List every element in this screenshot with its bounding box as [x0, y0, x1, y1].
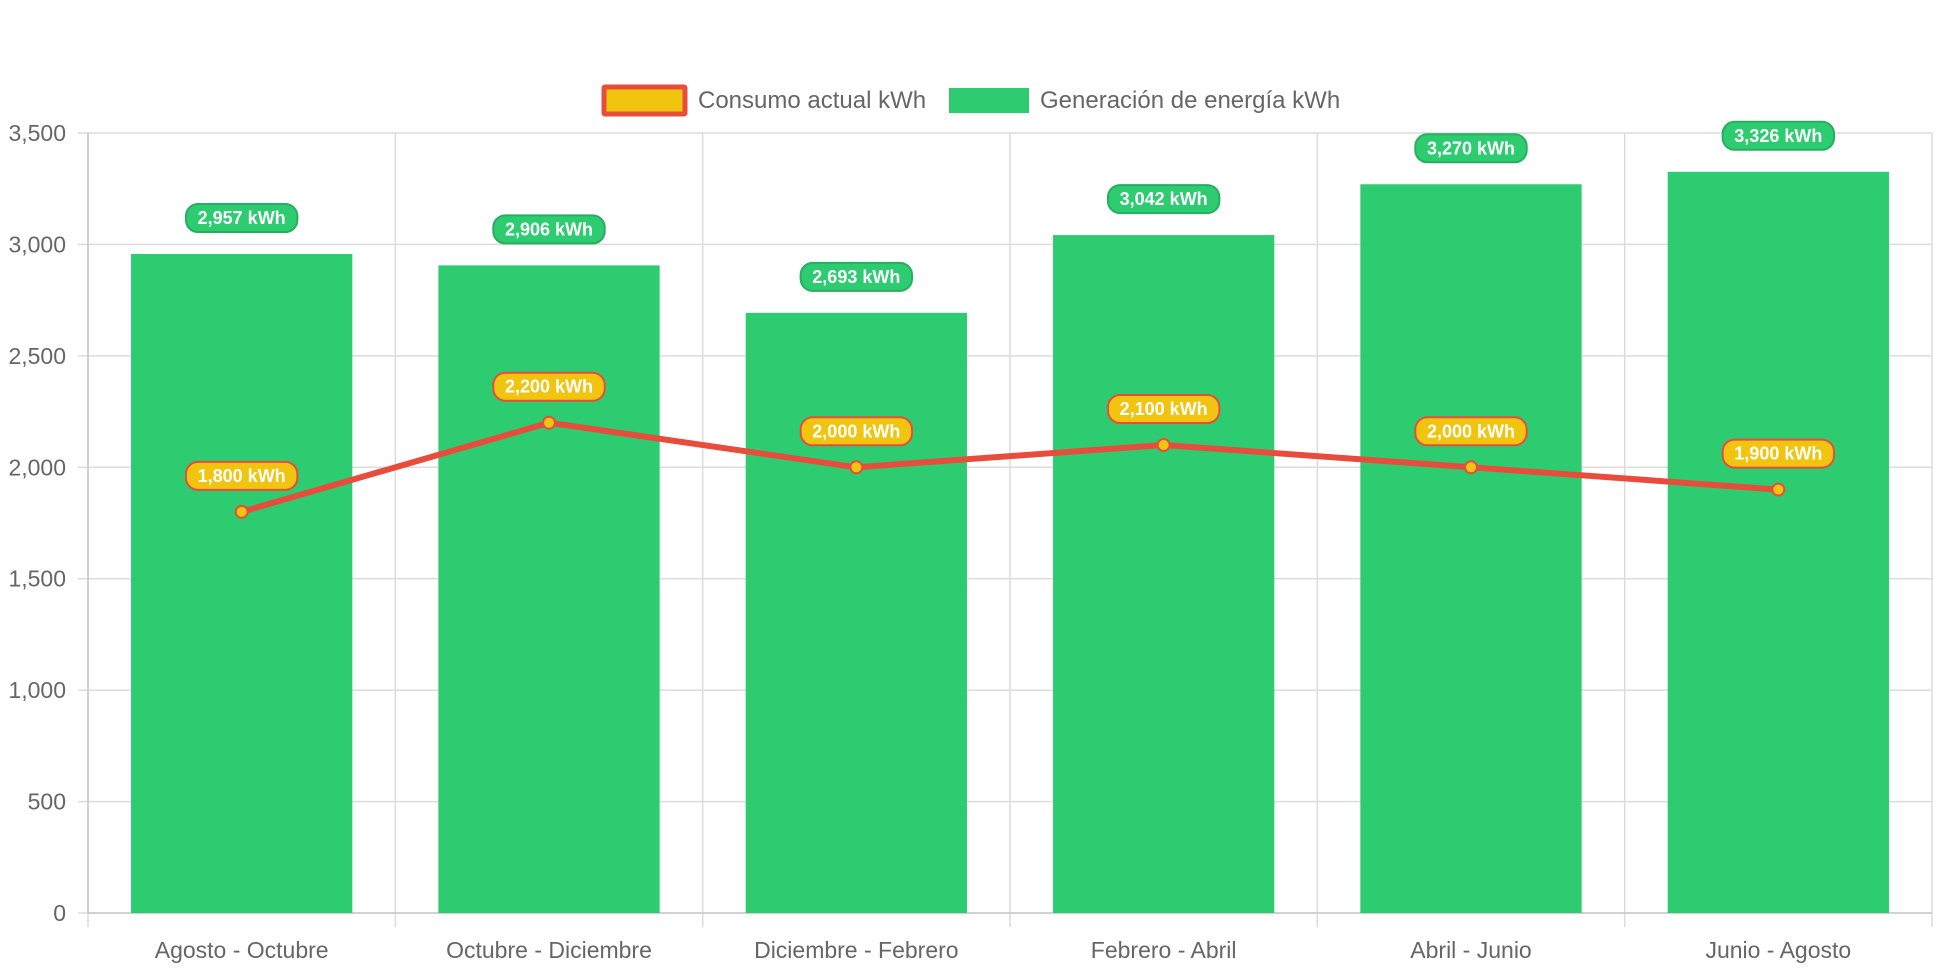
bar-generacion: [1667, 171, 1889, 913]
y-tick-label: 2,000: [8, 454, 66, 480]
data-label-consumo-text: 2,000 kWh: [1427, 421, 1515, 441]
grid-lines: [87, 132, 1933, 927]
data-labels: 2,957 kWh 2,906 kWh 2,693 kWh 3,042 kWh 3,27…: [184, 120, 1836, 491]
data-label-consumo-bg: [1106, 394, 1221, 424]
data-label-consumo-bg: [1414, 416, 1528, 447]
data-label-consumo-bg: [492, 371, 606, 402]
line-consumo: [240, 419, 1779, 515]
bar-generacion: [1053, 235, 1275, 913]
y-tick-label: 0: [53, 900, 66, 926]
data-label-generacion: 3,326 kWh: [1721, 120, 1836, 151]
point-consumo: [542, 415, 556, 430]
bar-series-generacion: [131, 171, 1889, 914]
point-consumo: [849, 460, 864, 475]
legend-label-consumo: Consumo actual kWh: [698, 87, 926, 114]
x-tick-label: Diciembre - Febrero: [754, 937, 959, 963]
bar-generacion: [745, 312, 967, 913]
data-label-generacion: 2,957 kWh: [184, 203, 299, 234]
legend-swatch-consumo: [601, 84, 688, 117]
x-tick-label: Febrero - Abril: [1091, 937, 1237, 963]
data-label-generacion-bg: [184, 203, 299, 234]
point-consumo: [1771, 482, 1786, 497]
y-axis: 0 500 1,000 1,500 2,000 2,500 3,000 3,500: [8, 120, 89, 926]
chart-legend: Consumo actual kWh Generación de energía…: [601, 84, 1340, 117]
data-label-consumo: 2,000 kWh: [1414, 416, 1528, 447]
y-tick-label: 3,000: [8, 231, 66, 257]
data-label-generacion-text: 2,906 kWh: [505, 219, 593, 239]
data-label-consumo: 2,000 kWh: [799, 416, 914, 447]
x-axis: Agosto - Octubre Octubre - Diciembre Dicie…: [88, 912, 1932, 963]
x-tick-label: Octubre - Diciembre: [446, 937, 652, 963]
data-label-consumo: 1,800 kWh: [184, 460, 299, 491]
data-label-consumo: 1,900 kWh: [1721, 438, 1836, 469]
legend-swatch-generacion: [949, 88, 1029, 113]
bar-generacion: [438, 265, 660, 913]
y-tick-label: 1,000: [8, 677, 66, 703]
data-label-generacion-text: 3,042 kWh: [1120, 189, 1208, 209]
data-label-generacion-text: 2,957 kWh: [198, 208, 286, 228]
data-label-generacion-bg: [1414, 133, 1528, 164]
y-tick-label: 3,500: [8, 120, 66, 146]
data-label-consumo-text: 2,100 kWh: [1120, 399, 1208, 419]
bar-generacion: [1360, 184, 1582, 913]
line-series-consumo: [234, 415, 1786, 519]
data-label-generacion-text: 3,326 kWh: [1734, 126, 1822, 146]
data-label-consumo-text: 2,000 kWh: [812, 421, 900, 441]
y-tick-label: 1,500: [8, 566, 66, 592]
legend-label-generacion: Generación de energía kWh: [1040, 87, 1340, 114]
data-label-consumo-bg: [1721, 438, 1836, 469]
bar-generacion: [131, 254, 353, 914]
data-label-generacion: 2,693 kWh: [799, 261, 914, 292]
data-label-consumo: 2,100 kWh: [1106, 394, 1221, 424]
data-label-generacion: 3,042 kWh: [1106, 184, 1221, 215]
x-tick-label: Abril - Junio: [1410, 937, 1531, 963]
legend-item-consumo[interactable]: Consumo actual kWh: [601, 84, 926, 117]
point-consumo: [234, 504, 249, 519]
data-label-generacion-bg: [1721, 120, 1836, 151]
legend-item-generacion[interactable]: Generación de energía kWh: [949, 87, 1340, 114]
data-label-consumo-text: 2,200 kWh: [505, 377, 593, 397]
y-tick-label: 2,500: [8, 343, 66, 369]
x-tick-label: Agosto - Octubre: [155, 937, 329, 963]
point-consumo: [1464, 460, 1478, 475]
data-label-consumo-text: 1,800 kWh: [198, 466, 286, 486]
data-label-generacion-bg: [799, 261, 914, 292]
y-tick-label: 500: [28, 789, 66, 815]
data-label-generacion-text: 2,693 kWh: [812, 267, 900, 287]
data-label-consumo-text: 1,900 kWh: [1734, 444, 1822, 464]
data-label-consumo-bg: [799, 416, 914, 447]
data-label-generacion: 2,906 kWh: [492, 214, 606, 245]
data-label-generacion: 3,270 kWh: [1414, 133, 1528, 164]
data-label-consumo: 2,200 kWh: [492, 371, 606, 402]
data-label-consumo-bg: [184, 460, 299, 491]
data-label-generacion-text: 3,270 kWh: [1427, 138, 1515, 158]
x-tick-label: Junio - Agosto: [1705, 937, 1851, 963]
data-label-generacion-bg: [492, 214, 606, 245]
point-consumo: [1156, 438, 1171, 452]
data-label-generacion-bg: [1106, 184, 1221, 215]
